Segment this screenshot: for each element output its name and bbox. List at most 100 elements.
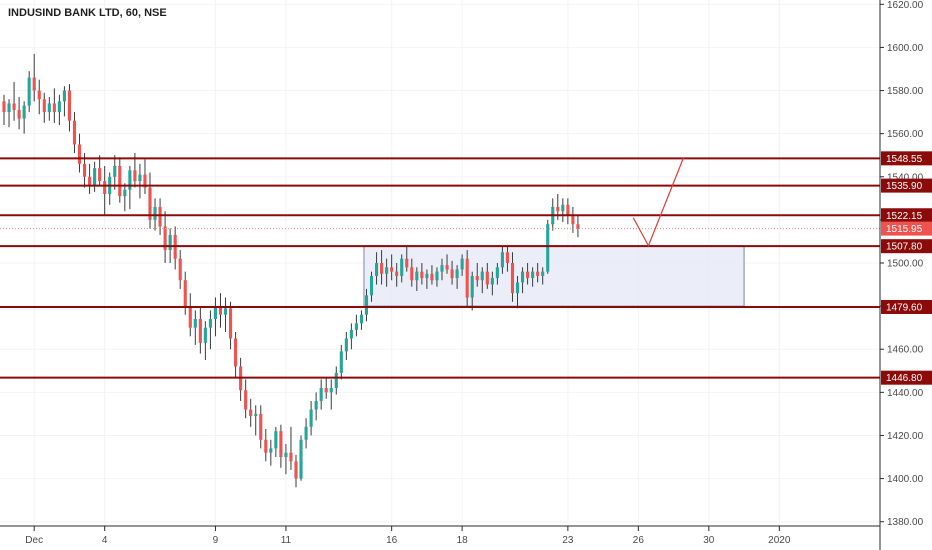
price-badge-bg	[881, 151, 932, 166]
candle-body	[47, 103, 51, 113]
candle	[42, 92, 46, 123]
candle	[440, 258, 444, 281]
candle	[395, 263, 399, 287]
candle-body	[515, 282, 520, 294]
candle	[163, 211, 167, 263]
candle	[274, 426, 278, 458]
candle	[571, 206, 575, 233]
candle	[244, 379, 248, 419]
candle-body	[193, 319, 197, 328]
candlestick-series	[2, 53, 580, 488]
candle-body	[460, 258, 464, 270]
candle	[500, 245, 504, 274]
candle-body	[546, 224, 550, 272]
candle-body	[445, 265, 449, 270]
candle-body	[354, 323, 358, 330]
price-badge-label: 1507.80	[886, 242, 923, 253]
candle	[12, 81, 16, 121]
candle-body	[490, 278, 494, 285]
candle	[47, 97, 51, 121]
x-tick-label: 4	[102, 535, 108, 546]
candle-body	[203, 327, 207, 343]
candle	[420, 263, 424, 285]
candle	[495, 263, 499, 285]
candle	[445, 254, 449, 274]
candle-body	[485, 271, 489, 285]
x-tick-label: 9	[213, 535, 219, 546]
x-tick-label: 16	[386, 535, 398, 546]
candle-body	[571, 215, 575, 225]
candle-body	[435, 271, 439, 281]
time-axis: Dec 4 9 11 16 18 23 26 30 2020	[25, 526, 791, 546]
candle-body	[264, 439, 268, 453]
candle-body	[138, 174, 142, 182]
candle-body	[344, 338, 348, 352]
candle	[123, 183, 127, 212]
candle-body	[183, 280, 187, 307]
x-tick-label: Dec	[25, 535, 43, 546]
y-tick-label: 1600.00	[887, 43, 924, 54]
candle	[475, 263, 479, 287]
candle-body	[495, 267, 499, 279]
price-badge-bg	[881, 370, 932, 385]
candle	[17, 97, 21, 130]
candle-body	[395, 271, 399, 276]
candle	[259, 405, 263, 449]
candle	[148, 172, 152, 229]
candle	[2, 94, 6, 126]
candle-body	[440, 265, 444, 272]
candle-body	[309, 409, 313, 427]
candle	[284, 444, 288, 475]
candle	[228, 301, 233, 350]
candle-body	[541, 271, 545, 276]
candle	[435, 267, 439, 287]
candle	[430, 265, 434, 285]
candle-body	[37, 90, 41, 100]
candle	[480, 267, 484, 294]
candle	[118, 157, 122, 203]
candle	[27, 71, 31, 113]
candle	[470, 271, 474, 311]
price-badge-bg	[881, 208, 932, 223]
candle-body	[88, 176, 92, 186]
candle	[128, 165, 132, 210]
price-badge-bg	[881, 178, 932, 193]
candle	[183, 271, 187, 315]
candle-body	[390, 267, 394, 272]
candle	[264, 428, 268, 462]
candle-body	[57, 101, 61, 113]
candle	[455, 265, 459, 289]
candle	[359, 310, 364, 330]
candle	[354, 314, 358, 337]
candle	[249, 398, 253, 427]
candle	[188, 293, 192, 337]
candle-body	[385, 267, 389, 274]
candle-body	[480, 271, 484, 281]
candle	[77, 133, 82, 173]
candle-body	[299, 439, 303, 479]
x-tick-label: 23	[562, 535, 574, 546]
candle	[385, 258, 389, 287]
candle	[541, 267, 545, 285]
candle	[239, 357, 243, 401]
candle	[561, 198, 565, 223]
candle	[425, 269, 429, 289]
candle-body	[198, 319, 202, 343]
y-tick-label: 1400.00	[887, 474, 924, 485]
price-badge-label: 1446.80	[886, 373, 923, 384]
x-tick-label: 2020	[768, 535, 791, 546]
candle	[98, 155, 102, 186]
candle	[364, 288, 369, 322]
candle-body	[188, 306, 192, 328]
candle-body	[27, 77, 31, 106]
candle	[52, 88, 56, 123]
candle-body	[329, 388, 333, 393]
candle-body	[475, 275, 479, 281]
candle-body	[213, 306, 218, 320]
price-badge: 1515.95	[881, 221, 932, 236]
candle-body	[314, 400, 318, 410]
candle	[208, 310, 212, 350]
y-tick-label: 1560.00	[887, 129, 924, 140]
candle-body	[62, 90, 66, 102]
